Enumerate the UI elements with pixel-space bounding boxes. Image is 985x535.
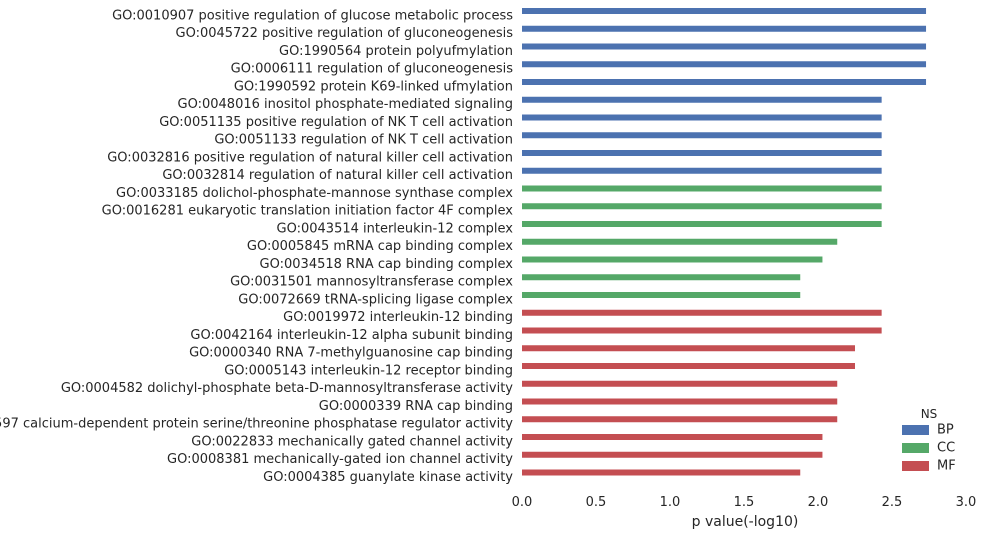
bar (522, 309, 882, 316)
bar (522, 25, 927, 32)
bar (522, 363, 855, 369)
bar (522, 469, 801, 476)
category-label: GO:0005845 mRNA cap binding complex (247, 239, 513, 254)
category-label: GO:0072669 tRNA-splicing ligase complex (238, 292, 513, 307)
category-label: GO:0004582 dolichyl-phosphate beta-D-man… (61, 381, 513, 396)
bars-group (522, 8, 927, 476)
category-label: GO:0048016 inositol phosphate-mediated s… (178, 97, 513, 112)
category-label: GO:0033185 dolichol-phosphate-mannose sy… (116, 186, 513, 201)
bar (522, 96, 882, 103)
category-label: GO:0042164 interleukin-12 alpha subunit … (190, 328, 513, 343)
bar (522, 345, 855, 352)
category-label: GO:0019972 interleukin-12 binding (283, 310, 513, 325)
x-tick-label: 0.0 (512, 495, 533, 510)
x-tick-label: 0.5 (586, 495, 607, 510)
bar (522, 398, 838, 405)
bar (522, 434, 823, 440)
legend-title: NS (921, 407, 938, 421)
category-label: GO:0004385 guanylate kinase activity (263, 470, 513, 485)
bar (522, 79, 927, 85)
category-label: GO:0005143 interleukin-12 receptor bindi… (224, 363, 513, 378)
bar (522, 451, 823, 458)
category-label: GO:1990564 protein polyufmylation (279, 44, 513, 59)
bar (522, 150, 882, 156)
category-label: GO:0000340 RNA 7-methylguanosine cap bin… (189, 346, 513, 361)
category-label: GO:0000339 RNA cap binding (319, 399, 513, 414)
x-tick-label: 1.0 (660, 495, 681, 510)
category-label: GO:0034518 RNA cap binding complex (260, 257, 514, 272)
legend-swatch (902, 461, 929, 471)
x-tick-label: 2.5 (882, 495, 903, 510)
category-label: GO:0008597 calcium-dependent protein ser… (0, 417, 513, 432)
bar (522, 61, 927, 68)
bar (522, 114, 882, 121)
legend-label: CC (937, 441, 955, 456)
bar (522, 416, 838, 423)
category-label: GO:0051133 regulation of NK T cell activ… (214, 133, 513, 148)
bar (522, 185, 882, 192)
category-label: GO:0016281 eukaryotic translation initia… (102, 204, 514, 219)
bar (522, 238, 838, 245)
x-tick-label: 2.0 (808, 495, 829, 510)
x-tick-label: 3.0 (956, 495, 977, 510)
category-label: GO:0032814 regulation of natural killer … (162, 168, 513, 183)
legend: NS BP CC MF (902, 407, 956, 474)
bar (522, 132, 882, 139)
bar (522, 167, 882, 174)
bar (522, 221, 882, 227)
bar (522, 8, 927, 14)
category-label: GO:0045722 positive regulation of glucon… (176, 26, 514, 41)
bar (522, 256, 823, 263)
legend-label: BP (937, 423, 954, 438)
legend-swatch (902, 443, 929, 453)
bar (522, 380, 838, 387)
bar (522, 43, 927, 50)
category-label: GO:0022833 mechanically gated channel ac… (191, 434, 513, 449)
x-axis-title: p value(-log10) (692, 514, 799, 530)
category-label: GO:1990592 protein K69-linked ufmylation (234, 79, 513, 94)
category-label: GO:0010907 positive regulation of glucos… (112, 8, 513, 23)
category-label: GO:0006111 regulation of gluconeogenesis (231, 62, 514, 77)
category-label: GO:0031501 mannosyltransferase complex (230, 275, 513, 290)
legend-swatch (902, 425, 929, 435)
category-label: GO:0032816 positive regulation of natura… (107, 150, 513, 165)
category-label: GO:0043514 interleukin-12 complex (277, 221, 514, 236)
category-labels-group: GO:0010907 positive regulation of glucos… (0, 8, 514, 485)
bar (522, 203, 882, 210)
x-tick-label: 1.5 (734, 495, 755, 510)
bar (522, 292, 801, 298)
bar (522, 274, 801, 281)
bar (522, 327, 882, 334)
category-label: GO:0051135 positive regulation of NK T c… (159, 115, 513, 130)
x-tick-labels-group: 0.0 0.5 1.0 1.5 2.0 2.5 3.0 (512, 495, 977, 510)
category-label: GO:0008381 mechanically-gated ion channe… (167, 452, 513, 467)
legend-label: MF (937, 459, 956, 474)
